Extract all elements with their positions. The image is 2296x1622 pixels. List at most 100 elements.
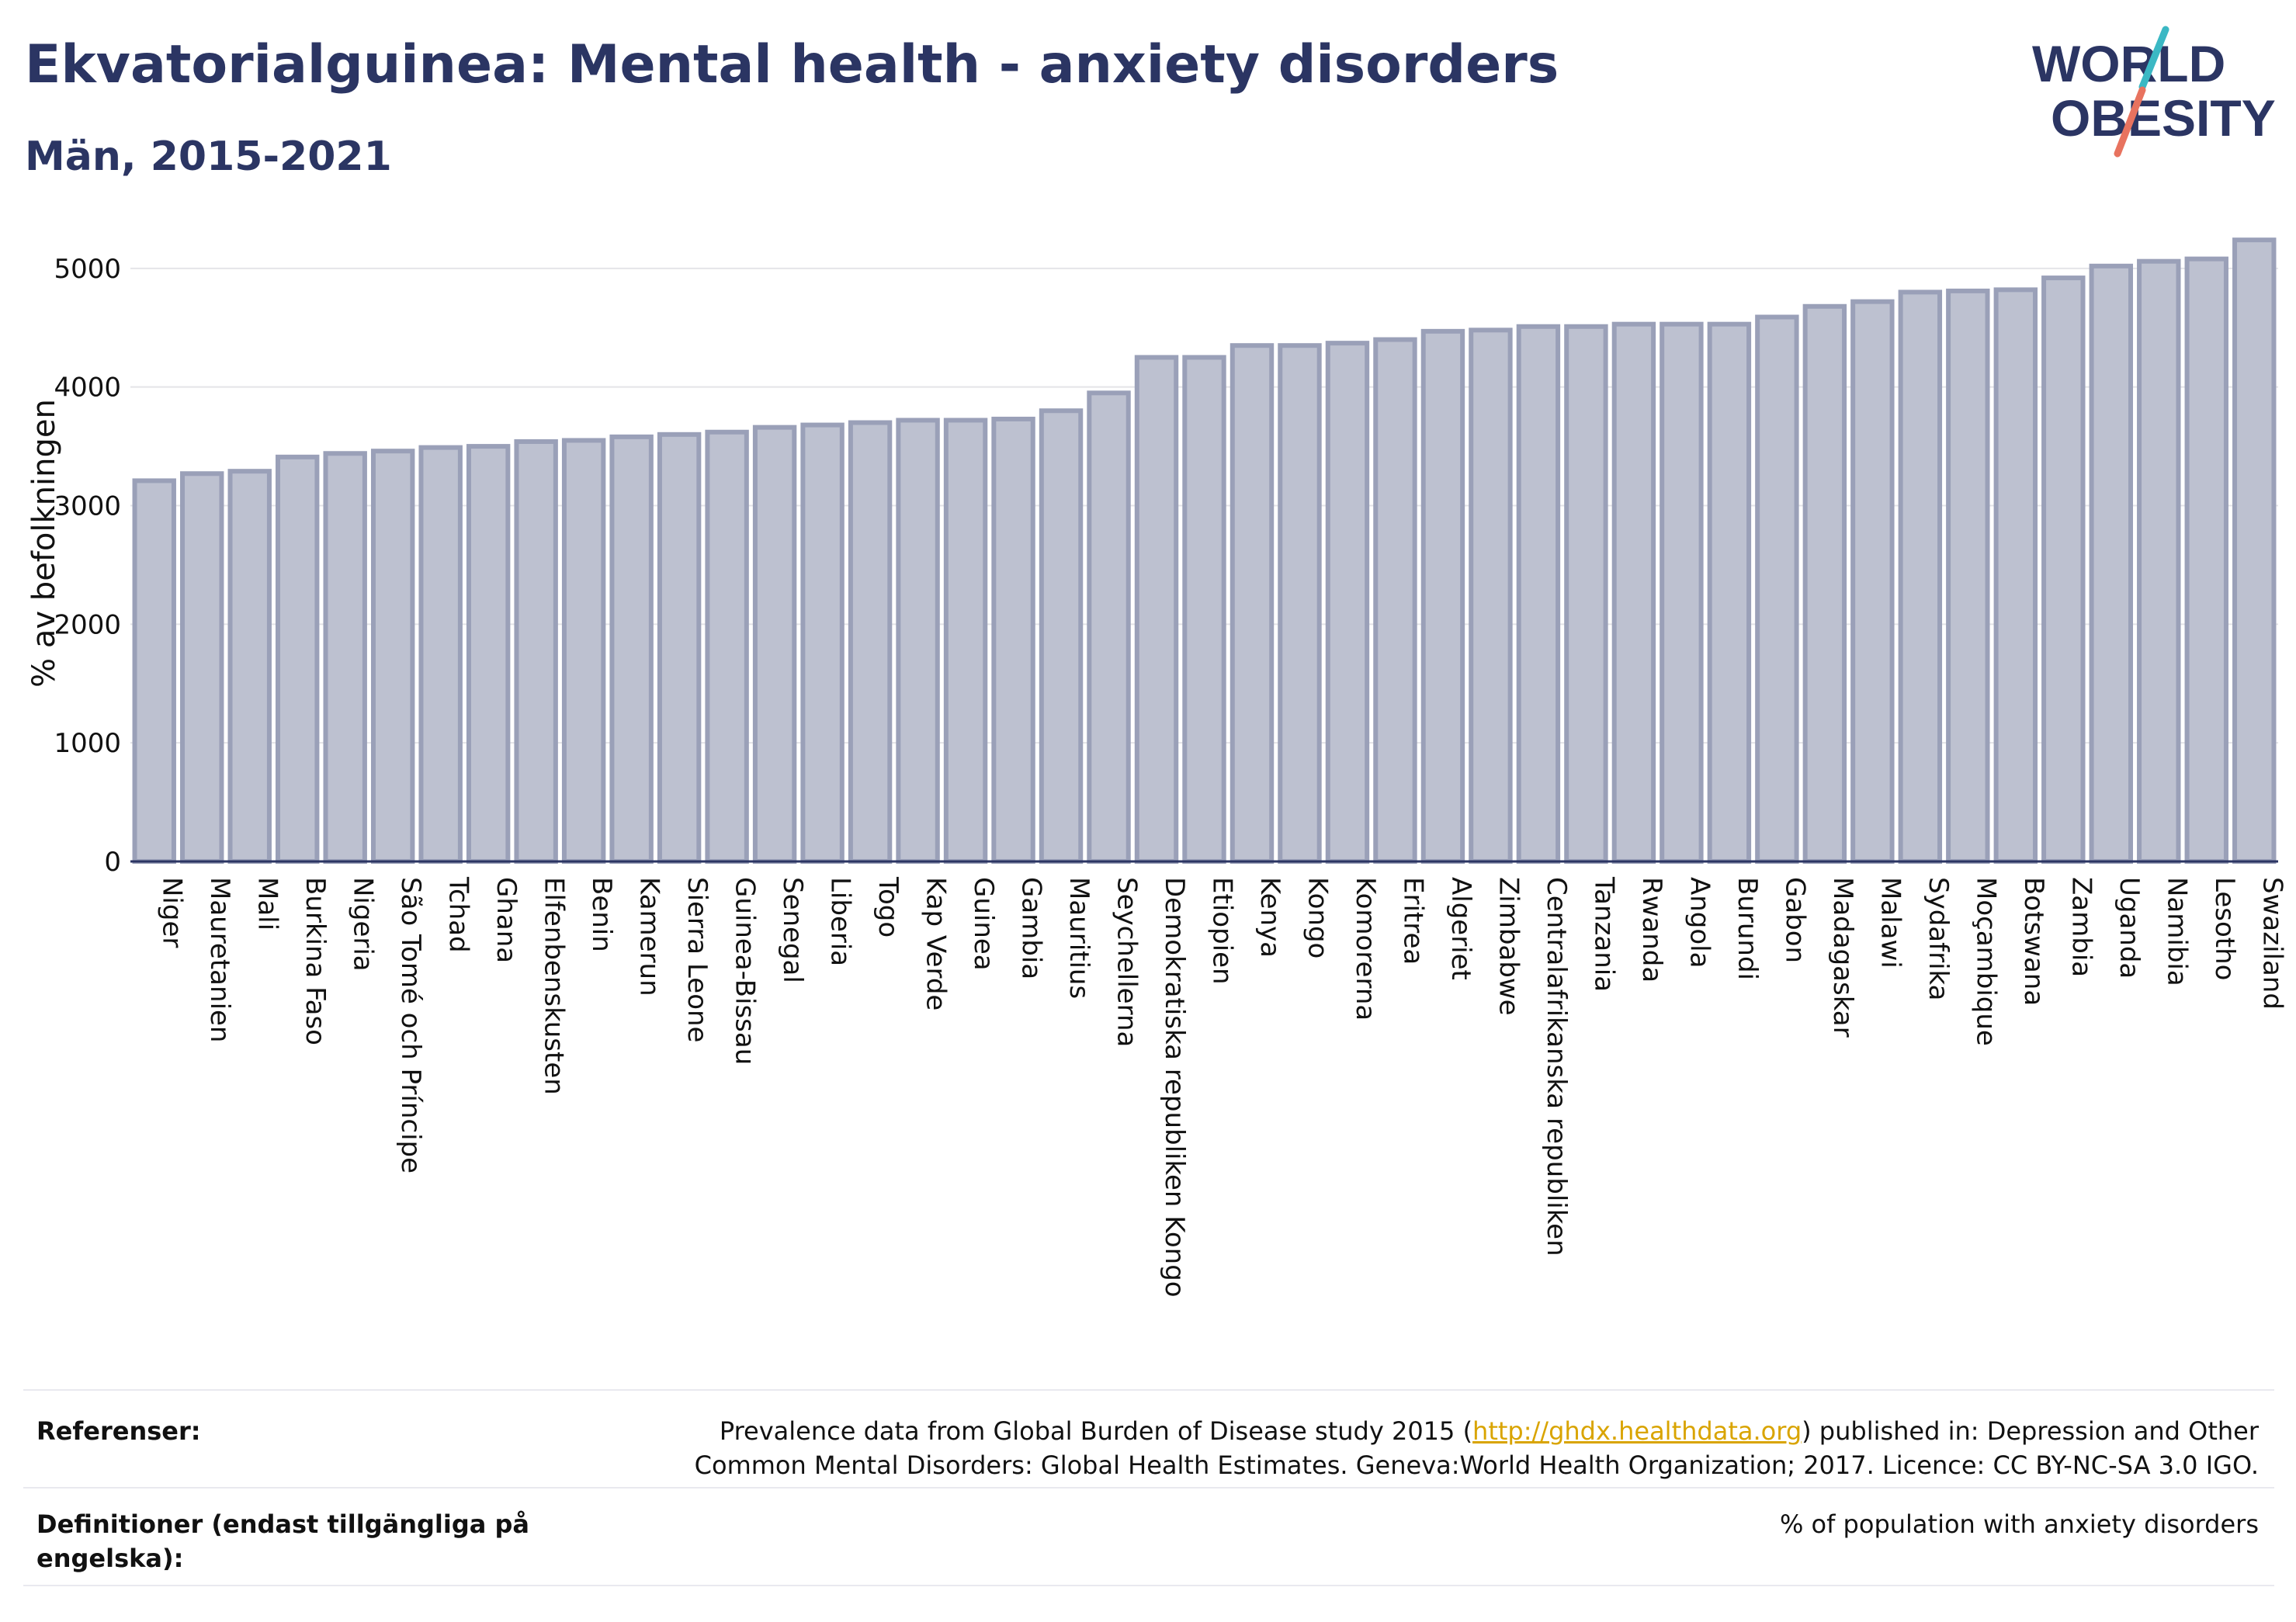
bar-chart: 0 1000 2000 3000 4000 5000 Niger Mauretanien Mal… (26, 237, 2287, 1298)
bar[interactable] (1039, 408, 1084, 864)
bar[interactable] (848, 420, 893, 864)
bar[interactable] (1564, 324, 1608, 864)
x-tick-label: Zambia (2065, 877, 2097, 977)
bar[interactable] (1660, 321, 1704, 864)
bar[interactable] (991, 416, 1035, 864)
x-tick-label: Nigeria (348, 877, 379, 972)
definitions-label: Definitioner (endast tillgängliga på eng… (36, 1509, 529, 1573)
bar[interactable] (1707, 321, 1752, 864)
bar[interactable] (1230, 343, 1275, 865)
bar[interactable] (2232, 237, 2277, 864)
bar[interactable] (752, 425, 797, 864)
bar[interactable] (1898, 289, 1943, 864)
bar[interactable] (1516, 324, 1561, 864)
x-tick-label: Komorerna (1350, 877, 1381, 1021)
references-text-before: Prevalence data from Global Burden of Di… (719, 1416, 1473, 1446)
bar[interactable] (132, 478, 176, 864)
y-axis-label: % av befolkningen (26, 399, 62, 688)
bar[interactable] (1755, 314, 1799, 864)
bar[interactable] (896, 418, 940, 864)
bar[interactable] (276, 454, 320, 864)
x-tick-label: Burundi (1732, 877, 1763, 980)
bar[interactable] (2184, 256, 2228, 865)
x-tick-label: Sydafrika (1923, 877, 1954, 1000)
bar[interactable] (323, 451, 367, 864)
bar[interactable] (1182, 355, 1226, 865)
x-tick-label: Ghana (491, 877, 522, 963)
bar[interactable] (1993, 287, 2038, 864)
references-row: Referenser: Prevalence data from Global … (23, 1389, 2274, 1487)
x-tick-label: Kap Verde (921, 877, 952, 1010)
bar[interactable] (1420, 328, 1465, 864)
x-tick-label: Tanzania (1588, 876, 1619, 992)
bar[interactable] (2089, 263, 2133, 864)
x-tick-label: Demokratiska republiken Kongo (1159, 877, 1190, 1298)
references-link[interactable]: http://ghdx.healthdata.org (1472, 1416, 1802, 1446)
bar[interactable] (943, 418, 988, 864)
x-tick-label: Benin (586, 877, 617, 952)
x-tick-label: Seychellerna (1112, 877, 1143, 1047)
x-tick-label: Lesotho (2209, 877, 2240, 980)
x-tick-label: Centralafrikanska republiken (1541, 877, 1572, 1256)
bar[interactable] (1469, 328, 1513, 864)
bar[interactable] (1611, 321, 1656, 864)
x-tick-label: Elfenbenskusten (539, 877, 570, 1095)
x-tick-label: Niger (157, 877, 188, 948)
x-tick-label: Kamerun (634, 877, 665, 996)
bar[interactable] (227, 469, 272, 864)
references-text-after: ) published in: Depression and Other Com… (694, 1416, 2259, 1480)
bar[interactable] (2041, 276, 2086, 864)
x-tick-label: São Tomé och Príncipe (395, 877, 426, 1173)
x-tick-label: Moçambique (1970, 877, 2001, 1046)
x-tick-label: Liberia (825, 877, 856, 966)
x-tick-label: Mauretanien (204, 877, 235, 1043)
y-tick-label: 3000 (54, 491, 121, 522)
x-tick-label: Kenya (1254, 877, 1285, 958)
bar[interactable] (418, 445, 463, 864)
x-tick-label: Togo (872, 876, 903, 938)
x-tick-label: Gambia (1016, 877, 1047, 979)
chart-subtitle: Män, 2015-2021 (25, 133, 392, 180)
x-tick-label: Namibia (2161, 877, 2192, 986)
bar[interactable] (180, 471, 224, 865)
x-tick-label: Botswana (2018, 877, 2049, 1006)
bar[interactable] (1850, 299, 1895, 865)
y-tick-label: 4000 (54, 373, 121, 404)
x-tick-label: Uganda (2114, 877, 2145, 979)
bar[interactable] (1278, 343, 1322, 865)
bar[interactable] (514, 438, 558, 864)
x-tick-label: Gabon (1779, 877, 1810, 963)
bar[interactable] (657, 431, 702, 864)
x-tick-label: Kongo (1302, 877, 1333, 958)
x-tick-label: Angola (1684, 877, 1715, 968)
x-tick-label: Guinea-Bissau (730, 877, 761, 1065)
x-tick-label: Sierra Leone (682, 877, 713, 1042)
chart-title: Ekvatorialguinea: Mental health - anxiet… (25, 34, 1559, 95)
x-tick-label: Malawi (1875, 877, 1906, 969)
bar[interactable] (2137, 258, 2181, 864)
x-tick-label: Tchad (443, 876, 474, 953)
logo-slash-top (2138, 26, 2169, 91)
definitions-row: Definitioner (endast tillgängliga på eng… (23, 1487, 2274, 1586)
bar[interactable] (466, 444, 511, 864)
bar[interactable] (1802, 303, 1847, 865)
x-tick-label: Mali (252, 877, 283, 931)
bar[interactable] (1134, 355, 1179, 865)
bar[interactable] (705, 429, 749, 864)
x-tick-label: Madagaskar (1827, 877, 1858, 1038)
x-tick-label: Senegal (777, 877, 808, 983)
bar[interactable] (800, 422, 845, 864)
bar[interactable] (609, 434, 654, 864)
x-tick-label: Etiopien (1207, 877, 1238, 985)
references-text: Prevalence data from Global Burden of Di… (629, 1414, 2259, 1482)
bar[interactable] (1087, 390, 1131, 864)
y-tick-label: 2000 (54, 609, 121, 640)
references-label: Referenser: (36, 1416, 201, 1446)
bar[interactable] (1325, 341, 1370, 864)
bar[interactable] (370, 449, 415, 864)
bar[interactable] (1373, 337, 1417, 864)
bar[interactable] (1946, 288, 1990, 864)
x-tick-label: Burkina Faso (300, 877, 331, 1045)
y-tick-label: 5000 (54, 254, 121, 285)
bar[interactable] (561, 438, 606, 864)
